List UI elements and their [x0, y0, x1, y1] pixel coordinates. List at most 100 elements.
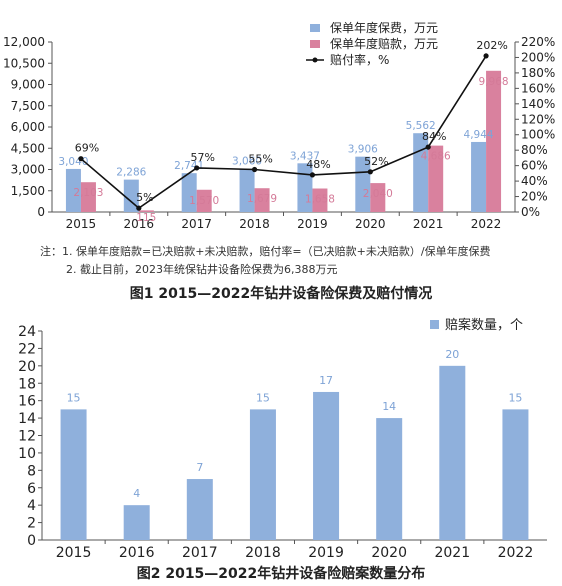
claim-count-bar	[439, 365, 466, 540]
chart-premium-claims: 0 1,500 3,000 4,500 6,000 7,500 9,000 10,500 12,…	[3, 20, 555, 231]
claims-value-label: 1,658	[305, 194, 335, 206]
x-tick-label: 2017	[182, 545, 218, 561]
loss-ratio-line	[80, 55, 487, 210]
claim-count-bar	[313, 391, 340, 540]
legend-line-marker	[312, 57, 318, 63]
y-tick-label: 10	[18, 446, 36, 462]
chart2-caption: 图2 2015—2022年钻井设备险赔案数量分布	[136, 566, 426, 582]
right-tick-label: 40%	[521, 174, 548, 188]
claims-bar	[312, 188, 328, 212]
loss-ratio-label: 69%	[75, 142, 99, 155]
x-tick-label: 2020	[371, 545, 407, 561]
premium-bar	[181, 173, 197, 212]
chart1-note-1: 注：1. 保单年度赔款=已决赔款+未决赔款，赔付率=（已决赔款+未决赔款）/保单…	[40, 245, 491, 258]
right-tick-label: 120%	[521, 112, 555, 126]
left-tick-label: 7,500	[11, 99, 45, 113]
claim-count-label: 4	[133, 487, 140, 500]
y-tick-label: 18	[18, 376, 36, 392]
loss-ratio-point	[78, 156, 84, 162]
x-tick-label: 2021	[434, 545, 470, 561]
claim-count-bar	[249, 409, 276, 540]
legend-swatch	[430, 320, 439, 329]
legend-label: 赔案数量，个	[445, 318, 523, 333]
claims-bar	[254, 188, 270, 212]
y-tick-label: 24	[18, 324, 36, 340]
y-tick-label: 2	[27, 516, 36, 532]
x-tick-label: 2016	[124, 217, 155, 231]
claims-bar	[486, 70, 502, 212]
left-tick-label: 9,000	[11, 78, 45, 92]
claims-value-label: 2,103	[73, 187, 103, 199]
claim-count-label: 15	[508, 391, 522, 404]
premium-value-label: 5,562	[406, 120, 436, 132]
claims-value-label: 115	[136, 212, 156, 224]
right-tick-label: 20%	[521, 190, 548, 204]
left-tick-label: 6,000	[11, 120, 45, 134]
left-tick-label: 4,500	[11, 141, 45, 155]
right-tick-label: 140%	[521, 97, 555, 111]
legend-label: 保单年度赔款，万元	[330, 36, 438, 51]
legend-swatch	[310, 40, 320, 48]
y-tick-label: 14	[18, 411, 36, 427]
loss-ratio-point	[194, 165, 200, 171]
claim-count-bar	[502, 409, 529, 540]
claims-value-label: 9,968	[479, 76, 509, 88]
claim-count-bar	[376, 418, 403, 540]
x-tick-label: 2018	[245, 545, 281, 561]
left-tick-label: 10,500	[3, 56, 45, 70]
x-tick-label: 2020	[355, 217, 386, 231]
claims-bar	[196, 189, 212, 212]
x-tick-label: 2018	[239, 217, 270, 231]
legend-label: 保单年度保费，万元	[330, 20, 438, 35]
claim-count-label: 15	[256, 391, 270, 404]
x-tick-label: 2022	[498, 545, 534, 561]
claims-value-label: 1,679	[247, 193, 277, 205]
claims-bar	[370, 183, 386, 212]
loss-ratio-point	[136, 205, 142, 211]
x-tick-label: 2016	[119, 545, 155, 561]
loss-ratio-point	[483, 53, 489, 59]
claim-count-bar	[60, 409, 87, 540]
x-tick-label: 2019	[308, 545, 344, 561]
y-tick-label: 12	[18, 429, 36, 445]
premium-bar	[239, 168, 255, 212]
premium-value-label: 2,286	[116, 167, 146, 179]
y-tick-label: 22	[18, 341, 36, 357]
claim-count-bar	[186, 479, 213, 540]
premium-bar	[471, 141, 487, 212]
right-tick-label: 100%	[521, 128, 555, 142]
legend-swatch	[310, 24, 320, 32]
claims-bar	[428, 145, 444, 212]
right-tick-label: 60%	[521, 159, 548, 173]
y-tick-label: 0	[27, 533, 36, 549]
claim-count-label: 15	[67, 391, 81, 404]
claims-value-label: 4,686	[421, 151, 451, 163]
left-tick-label: 12,000	[3, 35, 45, 49]
loss-ratio-label: 5%	[136, 191, 153, 204]
loss-ratio-point	[309, 172, 316, 178]
claim-count-label: 20	[445, 348, 459, 361]
loss-ratio-label: 84%	[422, 130, 446, 143]
loss-ratio-label: 202%	[476, 39, 507, 52]
right-tick-label: 180%	[521, 66, 555, 80]
y-tick-label: 16	[18, 394, 36, 410]
loss-ratio-point	[367, 169, 373, 175]
right-tick-label: 200%	[521, 50, 555, 64]
claims-value-label: 2,040	[363, 188, 393, 200]
loss-ratio-label: 57%	[190, 151, 214, 164]
chart1-note-2: 2. 截止目前，2023年统保钻井设备险保费为6,388万元	[66, 263, 338, 276]
claim-count-label: 14	[382, 400, 396, 413]
legend-label: 赔付率，%	[330, 52, 389, 67]
premium-value-label: 3,906	[348, 144, 378, 156]
claims-bar	[80, 182, 96, 212]
left-tick-label: 3,000	[11, 163, 45, 177]
premium-value-label: 3,437	[290, 150, 320, 162]
claim-count-label: 17	[319, 374, 333, 387]
x-tick-label: 2015	[66, 217, 97, 231]
loss-ratio-point	[425, 144, 431, 150]
y-tick-label: 4	[27, 498, 36, 514]
claim-count-label: 7	[196, 461, 203, 474]
x-tick-label: 2021	[413, 217, 444, 231]
right-tick-label: 160%	[521, 81, 555, 95]
left-tick-label: 0	[37, 205, 45, 219]
